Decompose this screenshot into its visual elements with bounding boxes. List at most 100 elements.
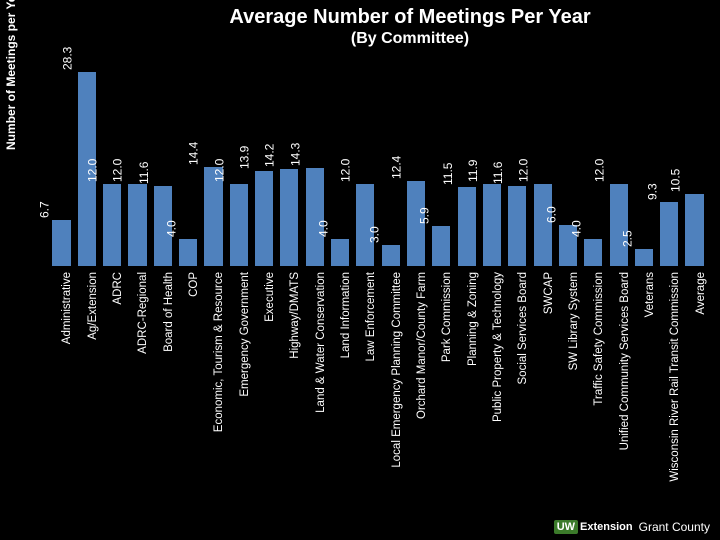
bar: 11.9 — [483, 184, 501, 266]
xlabel-slot: Law Enforcement — [354, 268, 377, 508]
xlabel-slot: Public Property & Technology — [481, 268, 504, 508]
bar: 4.0 — [179, 239, 197, 266]
xlabel-slot: Ag/Extension — [75, 268, 98, 508]
x-axis-label: Traffic Safety Commission — [593, 268, 605, 406]
bar-slot: 12.4 — [405, 60, 428, 266]
bar-value-label: 14.3 — [288, 142, 302, 167]
xlabel-slot: Social Services Board — [506, 268, 529, 508]
x-axis-label: Ag/Extension — [87, 268, 99, 340]
bar-slot: 6.7 — [50, 60, 73, 266]
x-axis-label: Administrative — [61, 268, 73, 344]
bar: 14.2 — [280, 169, 298, 267]
x-axis-label: ADRC-Regional — [137, 268, 149, 354]
bar-value-label: 12.0 — [339, 158, 353, 183]
x-axis-label: SWCAP — [543, 268, 555, 314]
x-axis-label: Board of Health — [163, 268, 175, 352]
bar-value-label: 12.0 — [592, 158, 606, 183]
xlabel-slot: Wisconsin River Rail Transit Commission — [658, 268, 681, 508]
xlabel-slot: Veterans — [633, 268, 656, 508]
xlabel-slot: SWCAP — [531, 268, 554, 508]
bar: 14.3 — [306, 168, 324, 266]
x-axis-label: Executive — [264, 268, 276, 322]
bar: 12.0 — [128, 184, 146, 266]
x-axis-label: Veterans — [644, 268, 656, 317]
x-axis-label: Highway/DMATS — [289, 268, 301, 359]
x-axis-label: Local Emergency Planning Committee — [391, 268, 403, 468]
xlabel-slot: Executive — [253, 268, 276, 508]
bar-value-label: 11.9 — [466, 160, 480, 184]
xlabel-slot: Board of Health — [151, 268, 174, 508]
bar-value-label: 9.3 — [646, 183, 660, 202]
bar-value-label: 5.9 — [418, 207, 432, 226]
uw-extension-logo: UW Extension — [554, 520, 633, 534]
xlabel-slot: Traffic Safety Commission — [582, 268, 605, 508]
x-axis-label: Economic, Tourism & Resource — [213, 268, 225, 432]
bar-value-label: 13.9 — [237, 145, 251, 170]
bar-value-label: 3.0 — [367, 227, 381, 246]
footer: UW Extension Grant County — [554, 520, 710, 534]
x-axis-label: Social Services Board — [517, 268, 529, 385]
bar-slot: 9.3 — [658, 60, 681, 266]
xlabel-slot: Administrative — [50, 268, 73, 508]
bar: 2.5 — [635, 249, 653, 266]
xlabel-slot: Land & Water Conservation — [303, 268, 326, 508]
bar: 10.5 — [685, 194, 703, 266]
bar-value-label: 12.0 — [111, 158, 125, 183]
bar: 6.7 — [52, 220, 70, 266]
chart-container: Average Number of Meetings Per Year (By … — [0, 0, 720, 540]
x-axis-label: Unified Community Services Board — [619, 268, 631, 450]
bar-value-label: 2.5 — [621, 230, 635, 249]
x-axis-label: ADRC — [112, 268, 124, 305]
plot-area: 6.728.312.012.011.64.014.412.013.914.214… — [48, 60, 708, 266]
xlabel-slot: Planning & Zoning — [455, 268, 478, 508]
x-axis-label: Average — [695, 268, 707, 315]
footer-text: Grant County — [639, 520, 710, 534]
x-axis-label: Law Enforcement — [365, 268, 377, 362]
bar-value-label: 12.0 — [85, 158, 99, 183]
bar: 9.3 — [660, 202, 678, 266]
bar: 5.9 — [432, 226, 450, 267]
bar-value-label: 11.6 — [491, 162, 505, 186]
bar: 3.0 — [382, 245, 400, 266]
x-axis-label: SW Library System — [568, 268, 580, 370]
chart-title: Average Number of Meetings Per Year — [120, 6, 700, 29]
xlabel-slot: Local Emergency Planning Committee — [379, 268, 402, 508]
bar: 11.6 — [508, 186, 526, 266]
bar: 12.0 — [610, 184, 628, 266]
bar-value-label: 12.0 — [516, 158, 530, 183]
xlabel-slot: Emergency Government — [227, 268, 250, 508]
bar-value-label: 10.5 — [668, 169, 682, 194]
bar-value-label: 11.5 — [440, 163, 454, 187]
logo-extension-text: Extension — [580, 521, 633, 533]
bars-group: 6.728.312.012.011.64.014.412.013.914.214… — [48, 60, 708, 266]
bar: 4.0 — [584, 239, 602, 266]
x-axis-label: Planning & Zoning — [467, 268, 479, 366]
bar: 12.0 — [356, 184, 374, 266]
bar: 12.0 — [230, 184, 248, 266]
y-axis-label: Number of Meetings per Year — [4, 0, 18, 150]
bar-slot: 10.5 — [683, 60, 706, 266]
bar-value-label: 14.2 — [263, 143, 277, 168]
bar-slot: 2.5 — [633, 60, 656, 266]
bar: 12.0 — [103, 184, 121, 266]
bar-value-label: 6.7 — [38, 201, 52, 220]
bar-value-label: 4.0 — [165, 220, 179, 239]
xlabel-slot: Park Commission — [430, 268, 453, 508]
xlabel-slot: Highway/DMATS — [278, 268, 301, 508]
bar-value-label: 12.0 — [212, 158, 226, 183]
bar-value-label: 11.6 — [136, 162, 150, 186]
x-axis-label: Land & Water Conservation — [315, 268, 327, 413]
x-axis-label: Emergency Government — [239, 268, 251, 397]
xlabel-slot: ADRC-Regional — [126, 268, 149, 508]
xlabel-slot: Economic, Tourism & Resource — [202, 268, 225, 508]
chart-subtitle: (By Committee) — [120, 30, 700, 48]
bar-value-label: 6.0 — [545, 206, 559, 225]
xlabel-slot: SW Library System — [557, 268, 580, 508]
xlabel-slot: Unified Community Services Board — [607, 268, 630, 508]
bar-value-label: 12.4 — [389, 156, 403, 181]
xlabel-slot: Land Information — [329, 268, 352, 508]
bar-slot: 12.0 — [531, 60, 554, 266]
bar: 11.5 — [458, 187, 476, 266]
x-axis-label: Orchard Manor/County Farm — [416, 268, 428, 419]
x-axis-label: Land Information — [340, 268, 352, 358]
